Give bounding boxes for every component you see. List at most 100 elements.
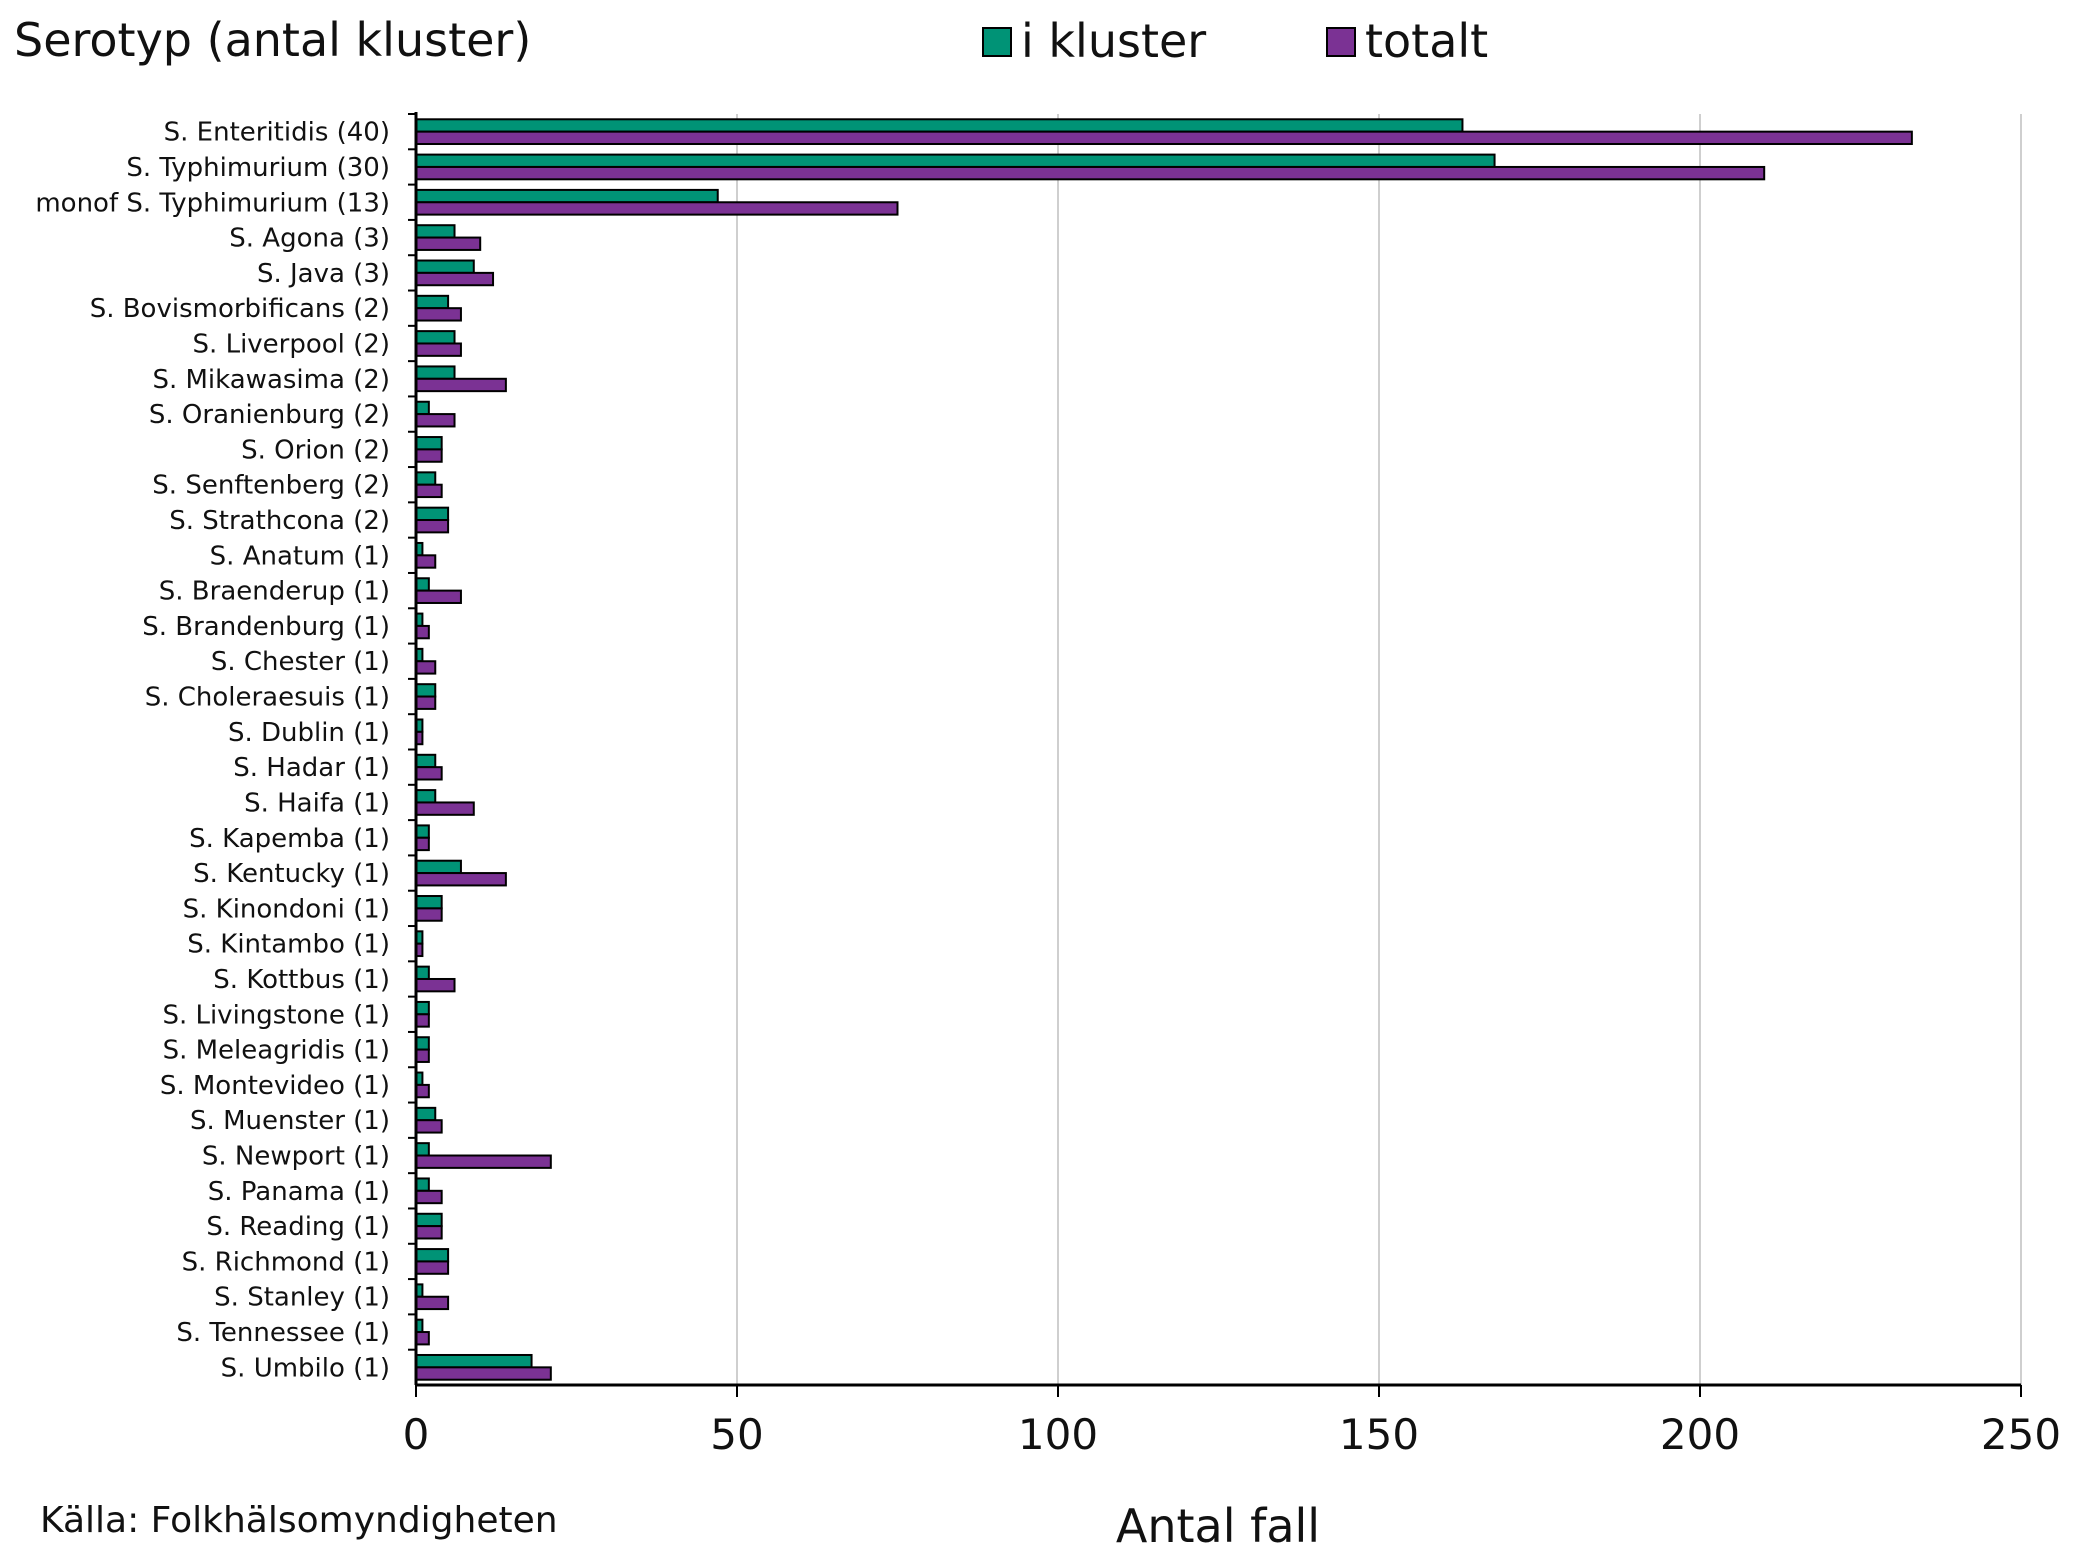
category-label: S. Kottbus (1) <box>213 965 390 995</box>
bar-i-kluster-s-oranienburg-2 <box>415 400 430 416</box>
bar-totalt-s-meleagridis-1 <box>415 1048 430 1063</box>
bar-i-kluster-s-orion-2 <box>415 436 443 451</box>
chart-title: Serotyp (antal kluster) <box>14 13 531 67</box>
bar-i-kluster-s-bovismorbificans-2 <box>415 294 450 310</box>
category-label: S. Kintambo (1) <box>187 930 390 960</box>
bar-totalt-s-orion-2 <box>415 448 443 463</box>
bar-i-kluster-s-hadar-1 <box>415 753 437 769</box>
category-label: S. Kapemba (1) <box>189 824 390 854</box>
category-label: S. Liverpool (2) <box>193 329 390 359</box>
bar-i-kluster-s-enteritidis-40 <box>415 118 1464 133</box>
axes <box>408 112 2022 1397</box>
bar-totalt-s-tennessee-1 <box>415 1331 430 1346</box>
category-label: S. Agona (3) <box>229 224 390 254</box>
x-tick-label: 100 <box>1018 1410 1098 1459</box>
bar-totalt-s-richmond-1 <box>415 1260 450 1275</box>
bar-i-kluster-s-typhimurium-30 <box>415 153 1496 168</box>
bar-i-kluster-s-braenderup-1 <box>415 577 430 592</box>
category-label: S. Chester (1) <box>211 647 390 677</box>
category-label: S. Meleagridis (1) <box>163 1036 390 1066</box>
category-label: S. Anatum (1) <box>210 541 390 571</box>
bar-i-kluster-s-choleraesuis-1 <box>415 683 437 698</box>
bar-totalt-s-java-3 <box>415 271 495 287</box>
bar-totalt-s-hadar-1 <box>415 766 443 781</box>
bar-totalt-s-umbilo-1 <box>415 1366 552 1381</box>
category-label: S. Java (3) <box>257 259 390 289</box>
category-label: S. Bovismorbificans (2) <box>90 294 390 324</box>
bar-totalt-s-senftenberg-2 <box>415 483 443 499</box>
legend: i kluster totalt <box>982 14 1488 68</box>
bar-totalt-s-kottbus-1 <box>415 977 456 993</box>
bar-i-kluster-s-kentucky-1 <box>415 859 462 875</box>
bar-i-kluster-s-livingstone-1 <box>415 1000 430 1016</box>
bar-i-kluster-s-kapemba-1 <box>415 824 430 839</box>
x-tick-label: 0 <box>403 1410 430 1459</box>
gridlines <box>736 114 2022 1385</box>
bars <box>415 118 1913 1381</box>
category-label: S. Muenster (1) <box>190 1106 390 1136</box>
bar-totalt-s-oranienburg-2 <box>415 413 456 428</box>
bar-totalt-s-braenderup-1 <box>415 589 462 604</box>
category-label: S. Panama (1) <box>208 1177 390 1207</box>
category-label: S. Tennessee (1) <box>176 1318 390 1348</box>
bar-i-kluster-s-agona-3 <box>415 224 456 239</box>
bar-totalt-monof-s-typhimurium-13 <box>415 201 899 216</box>
bar-i-kluster-s-haifa-1 <box>415 789 437 804</box>
category-label: S. Kinondoni (1) <box>183 894 390 924</box>
category-label: S. Stanley (1) <box>214 1283 390 1313</box>
bar-i-kluster-s-panama-1 <box>415 1177 430 1192</box>
bar-i-kluster-s-strathcona-2 <box>415 506 450 522</box>
category-label: S. Oranienburg (2) <box>149 400 390 430</box>
bar-totalt-s-bovismorbificans-2 <box>415 307 462 322</box>
bar-totalt-s-newport-1 <box>415 1154 552 1169</box>
category-label: S. Orion (2) <box>241 435 390 465</box>
bar-i-kluster-s-richmond-1 <box>415 1248 450 1263</box>
x-tick-labels: 0 50 100 150 200 250 <box>403 1410 2061 1459</box>
category-label: S. Richmond (1) <box>182 1247 390 1277</box>
category-label: S. Reading (1) <box>206 1212 390 1242</box>
bar-totalt-s-chester-1 <box>415 660 437 675</box>
bar-i-kluster-s-newport-1 <box>415 1142 430 1157</box>
bar-totalt-s-choleraesuis-1 <box>415 695 437 710</box>
bar-totalt-s-strathcona-2 <box>415 519 450 534</box>
category-label: S. Umbilo (1) <box>221 1353 390 1383</box>
bar-i-kluster-s-kottbus-1 <box>415 965 430 980</box>
category-label: S. Enteritidis (40) <box>164 118 390 148</box>
bar-totalt-s-kentucky-1 <box>415 872 507 887</box>
category-label: monof S. Typhimurium (13) <box>35 188 390 218</box>
x-tick-label: 50 <box>710 1410 763 1459</box>
category-label: S. Dublin (1) <box>228 718 390 748</box>
legend-label-i-kluster: i kluster <box>1021 14 1206 68</box>
bar-totalt-s-muenster-1 <box>415 1119 443 1134</box>
bar-i-kluster-s-liverpool-2 <box>415 330 456 345</box>
category-label: S. Strathcona (2) <box>169 506 390 536</box>
x-axis-title: Antal fall <box>1116 1499 1320 1553</box>
category-label: S. Haifa (1) <box>244 788 390 818</box>
category-label: S. Livingstone (1) <box>162 1000 390 1030</box>
category-label: S. Kentucky (1) <box>193 859 390 889</box>
category-label: S. Montevideo (1) <box>160 1071 390 1101</box>
bar-totalt-s-stanley-1 <box>415 1295 450 1311</box>
x-tick-label: 250 <box>1981 1410 2061 1459</box>
category-label: S. Brandenburg (1) <box>142 612 390 642</box>
bar-totalt-s-reading-1 <box>415 1225 443 1240</box>
bar-totalt-s-agona-3 <box>415 236 482 251</box>
x-tick-label: 150 <box>1339 1410 1419 1459</box>
bar-i-kluster-s-umbilo-1 <box>415 1353 533 1369</box>
bar-totalt-s-brandenburg-1 <box>415 624 430 640</box>
bar-i-kluster-s-java-3 <box>415 259 475 274</box>
legend-swatch-totalt <box>1326 27 1356 57</box>
bar-i-kluster-s-senftenberg-2 <box>415 471 437 486</box>
bar-totalt-s-typhimurium-30 <box>415 165 1766 181</box>
category-label: S. Newport (1) <box>202 1142 390 1172</box>
legend-swatch-i-kluster <box>982 27 1012 57</box>
bar-i-kluster-s-reading-1 <box>415 1212 443 1228</box>
bar-i-kluster-s-muenster-1 <box>415 1106 437 1122</box>
x-tick-label: 200 <box>1660 1410 1740 1459</box>
bar-totalt-s-anatum-1 <box>415 554 437 569</box>
bar-i-kluster-s-kinondoni-1 <box>415 895 443 910</box>
category-labels: S. Enteritidis (40) S. Typhimurium (30) mo… <box>35 118 390 1384</box>
category-label: S. Mikawasima (2) <box>152 365 390 395</box>
bar-totalt-s-montevideo-1 <box>415 1083 430 1099</box>
